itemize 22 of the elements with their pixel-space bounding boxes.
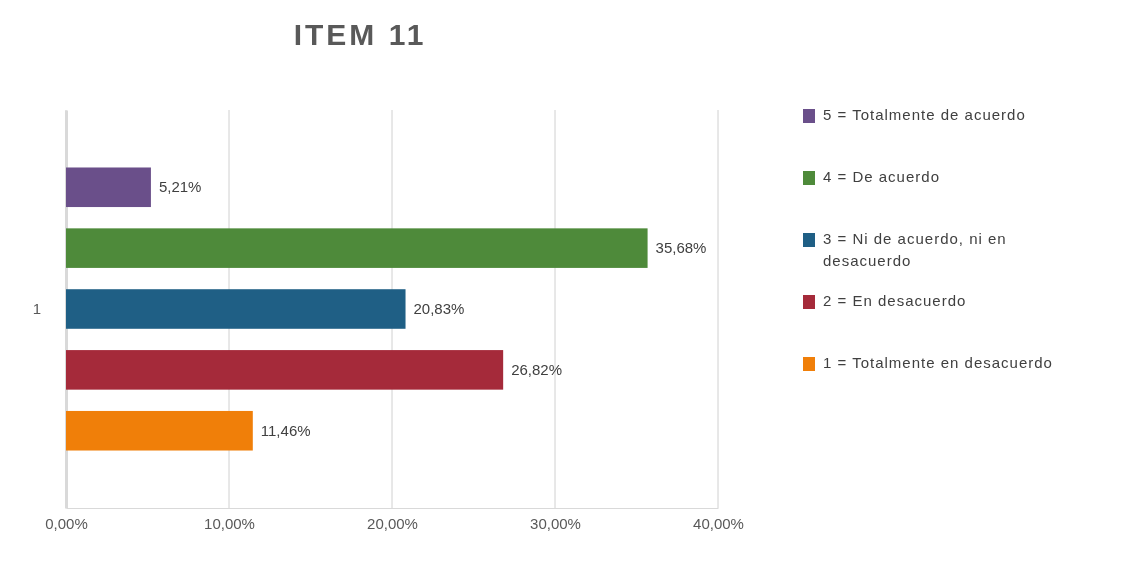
- legend-label: 4 = De acuerdo: [823, 168, 940, 185]
- bar: [66, 167, 151, 208]
- bar: [66, 410, 253, 451]
- legend-label: 5 = Totalmente de acuerdo: [823, 106, 1026, 123]
- x-tick-label: 10,00%: [204, 514, 255, 532]
- x-tick-label: 30,00%: [530, 514, 581, 532]
- bar: [66, 350, 504, 390]
- x-tick-label: 0,00%: [45, 514, 88, 532]
- data-label: 5,21%: [158, 178, 202, 196]
- legend-label: 1 = Totalmente en desacuerdo: [823, 354, 1053, 371]
- x-tick-label: 40,00%: [693, 514, 744, 532]
- data-label: 11,46%: [260, 421, 311, 439]
- x-tick-label: 20,00%: [367, 514, 418, 532]
- data-label: 35,68%: [655, 239, 707, 257]
- chart-title: ITEM 11: [293, 18, 427, 51]
- data-label: 20,83%: [413, 300, 465, 317]
- bar: [66, 228, 648, 268]
- legend-label: 2 = En desacuerdo: [823, 292, 967, 309]
- bar: [66, 289, 406, 329]
- legend-label: 3 = Ni de acuerdo, ni en desacuerdo: [823, 230, 1007, 269]
- data-label: 26,82%: [511, 360, 563, 378]
- y-tick-label: 1: [32, 299, 41, 317]
